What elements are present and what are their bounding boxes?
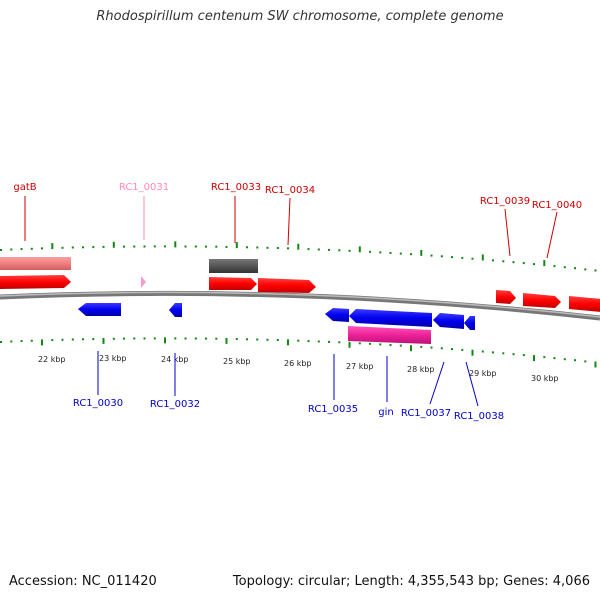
scale-label-26kbp: 26 kbp bbox=[284, 359, 312, 368]
gene-rc1-0038[interactable] bbox=[464, 316, 475, 330]
gene-rc1-0036[interactable] bbox=[349, 309, 432, 327]
gene-gatb-pseudo[interactable] bbox=[0, 257, 71, 270]
scale-label-25kbp: 25 kbp bbox=[223, 357, 251, 366]
gene-label-rc1-0030[interactable]: RC1_0030 bbox=[73, 398, 123, 409]
gene-gin[interactable] bbox=[348, 326, 431, 344]
leader-rc1-0034 bbox=[287, 197, 291, 246]
gene-gatb[interactable] bbox=[0, 275, 71, 289]
scale-ticks-top bbox=[0, 241, 597, 272]
leader-rc1-0040 bbox=[546, 211, 558, 259]
gene-rc1-0041[interactable] bbox=[569, 296, 600, 312]
scale-label-28kbp: 28 kbp bbox=[407, 365, 435, 374]
gene-label-rc1-0040[interactable]: RC1_0040 bbox=[532, 200, 582, 211]
gene-rc1-0030[interactable] bbox=[78, 303, 121, 316]
scale-ticks-bottom bbox=[0, 337, 597, 368]
genome-summary-text: Topology: circular; Length: 4,355,543 bp… bbox=[232, 574, 590, 589]
accession-text: Accession: NC_011420 bbox=[9, 574, 157, 589]
gene-label-rc1-0039[interactable]: RC1_0039 bbox=[480, 196, 530, 207]
scale-label-27kbp: 27 kbp bbox=[346, 362, 374, 371]
leader-rc1-0039 bbox=[504, 208, 511, 257]
chromosome-backbone-highlight bbox=[0, 291, 600, 318]
gene-rc1-0034[interactable] bbox=[258, 278, 316, 293]
gene-label-rc1-0031[interactable]: RC1_0031 bbox=[119, 182, 169, 193]
gene-rc1-0039[interactable] bbox=[496, 290, 516, 304]
gene-label-rc1-0033[interactable]: RC1_0033 bbox=[211, 182, 261, 193]
gene-label-rc1-0032[interactable]: RC1_0032 bbox=[150, 399, 200, 410]
gene-label-gin[interactable]: gin bbox=[378, 407, 393, 418]
gene-label-gatb[interactable]: gatB bbox=[13, 182, 36, 193]
scale-label-30kbp: 30 kbp bbox=[531, 374, 559, 383]
gene-rc1-0031[interactable] bbox=[141, 276, 146, 288]
gene-label-rc1-0037[interactable]: RC1_0037 bbox=[401, 408, 451, 419]
gene-rc1-0037[interactable] bbox=[433, 313, 464, 329]
gene-rc1-0040[interactable] bbox=[523, 293, 561, 308]
scale-label-23kbp: 23 kbp bbox=[99, 354, 127, 363]
gene-rc1-0035[interactable] bbox=[325, 308, 349, 322]
gene-rc1-0033[interactable] bbox=[209, 277, 257, 290]
genome-title: Rhodospirillum centenum SW chromosome, c… bbox=[96, 9, 504, 24]
leader-rc1-0037 bbox=[429, 361, 445, 405]
gene-label-rc1-0035[interactable]: RC1_0035 bbox=[308, 404, 358, 415]
gene-rc1-0032[interactable] bbox=[169, 303, 182, 317]
chromosome-backbone bbox=[0, 290, 600, 321]
gene-rc1-0033-rna[interactable] bbox=[209, 259, 258, 273]
gene-label-rc1-0038[interactable]: RC1_0038 bbox=[454, 411, 504, 422]
scale-label-29kbp: 29 kbp bbox=[469, 369, 497, 378]
gene-label-rc1-0034[interactable]: RC1_0034 bbox=[265, 185, 315, 196]
scale-label-22kbp: 22 kbp bbox=[38, 355, 66, 364]
leader-rc1-0038 bbox=[465, 361, 479, 407]
